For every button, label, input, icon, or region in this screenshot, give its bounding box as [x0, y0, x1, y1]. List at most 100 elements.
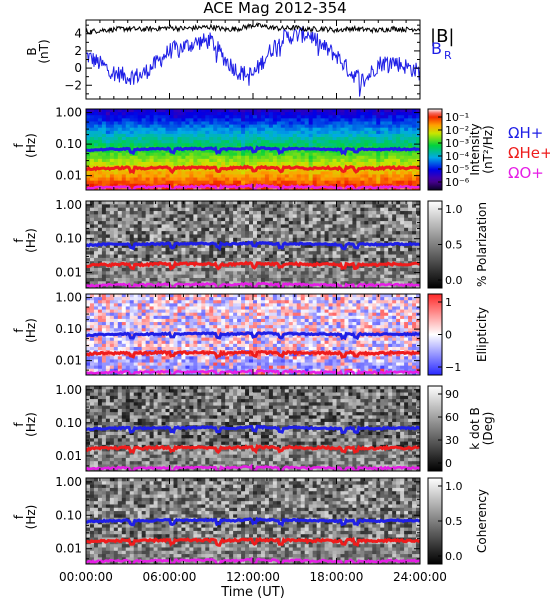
heat-cell — [360, 264, 365, 269]
heat-cell — [292, 257, 298, 262]
heat-cell — [169, 165, 174, 169]
heat-cell — [336, 294, 341, 298]
heat-cell — [372, 183, 377, 188]
heat-cell — [121, 271, 127, 276]
heat-cell — [280, 294, 286, 298]
heat-cell — [205, 221, 210, 225]
heat-cell — [276, 109, 282, 113]
heat-cell — [304, 130, 310, 135]
heat-cell — [396, 118, 401, 122]
heat-cell — [181, 140, 186, 144]
heat-cell — [260, 217, 266, 222]
heat-cell — [201, 267, 206, 272]
heat-cell — [280, 133, 286, 138]
heat-cell — [368, 201, 373, 205]
heat-cell — [205, 143, 210, 147]
heat-cell — [384, 112, 389, 116]
heat-cell — [412, 161, 417, 166]
heat-cell — [177, 109, 182, 113]
heat-cell — [376, 152, 381, 157]
heat-cell — [316, 281, 321, 286]
heat-cell — [372, 207, 377, 212]
heat-cell — [249, 180, 254, 185]
heat-cell — [121, 112, 127, 116]
heat-cell — [237, 227, 242, 232]
heat-cell — [292, 149, 298, 154]
heat-cell — [225, 204, 230, 209]
heat-cell — [149, 221, 154, 225]
heat-cell — [105, 244, 111, 249]
heat-cell — [376, 247, 381, 252]
heat-cell — [268, 127, 274, 132]
heat-cell — [360, 217, 365, 222]
heat-cell — [193, 137, 198, 141]
heat-cell — [153, 257, 158, 262]
heat-cell — [177, 155, 182, 160]
heat-cell — [408, 121, 413, 125]
heat-cell — [189, 112, 194, 116]
heat-cell — [161, 143, 166, 147]
heat-cell — [348, 161, 353, 166]
heat-cell — [328, 214, 333, 219]
heat-cell — [133, 306, 139, 310]
heat-cell — [300, 224, 306, 229]
heat-cell — [368, 214, 373, 219]
heat-cell — [276, 171, 282, 175]
heat-cell — [249, 227, 254, 232]
heat-cell — [312, 214, 318, 219]
heat-cell — [237, 251, 242, 255]
heat-cell — [336, 251, 341, 255]
heat-cell — [416, 109, 420, 113]
heat-cell — [233, 254, 238, 259]
heat-cell — [336, 183, 341, 188]
heat-cell — [404, 121, 409, 125]
heat-cell — [268, 112, 274, 116]
heat-cell — [292, 234, 298, 239]
heat-cell — [161, 207, 166, 212]
heat-cell — [205, 231, 210, 235]
heat-cell — [157, 137, 162, 141]
heat-cell — [217, 118, 222, 122]
heat-cell — [109, 177, 115, 182]
heat-cell — [141, 121, 147, 125]
heat-cell — [153, 277, 158, 282]
heat-cell — [416, 201, 420, 205]
heat-cell — [308, 137, 314, 141]
heat-cell — [89, 257, 95, 262]
heat-cell — [253, 271, 258, 276]
heat-cell — [292, 137, 298, 141]
heat-cell — [125, 254, 131, 259]
heat-cell — [344, 234, 349, 239]
heat-cell — [129, 303, 135, 307]
heat-cell — [372, 112, 377, 116]
heat-cell — [86, 274, 91, 279]
heat-cell — [300, 251, 306, 255]
heat-cell — [332, 133, 337, 138]
heat-cell — [125, 257, 131, 262]
heat-cell — [245, 251, 250, 255]
heat-cell — [181, 281, 186, 286]
heat-cell — [292, 217, 298, 222]
heat-cell — [133, 174, 139, 178]
heat-cell — [380, 201, 385, 205]
heat-cell — [396, 274, 401, 279]
heat-cell — [396, 174, 401, 178]
heat-cell — [364, 152, 369, 157]
heat-cell — [181, 297, 186, 301]
heat-cell — [161, 251, 166, 255]
heat-cell — [272, 207, 278, 212]
heat-cell — [165, 149, 170, 154]
heat-cell — [416, 244, 420, 249]
heat-cell — [284, 271, 290, 276]
heat-cell — [185, 224, 190, 229]
heat-cell — [284, 231, 290, 235]
heat-cell — [268, 155, 274, 160]
heat-cell — [133, 152, 139, 157]
heat-cell — [368, 267, 373, 272]
heat-cell — [324, 204, 329, 209]
heat-cell — [93, 241, 99, 245]
heat-cell — [145, 165, 151, 169]
heat-cell — [308, 254, 314, 259]
heat-cell — [296, 303, 302, 307]
heat-cell — [205, 158, 210, 163]
